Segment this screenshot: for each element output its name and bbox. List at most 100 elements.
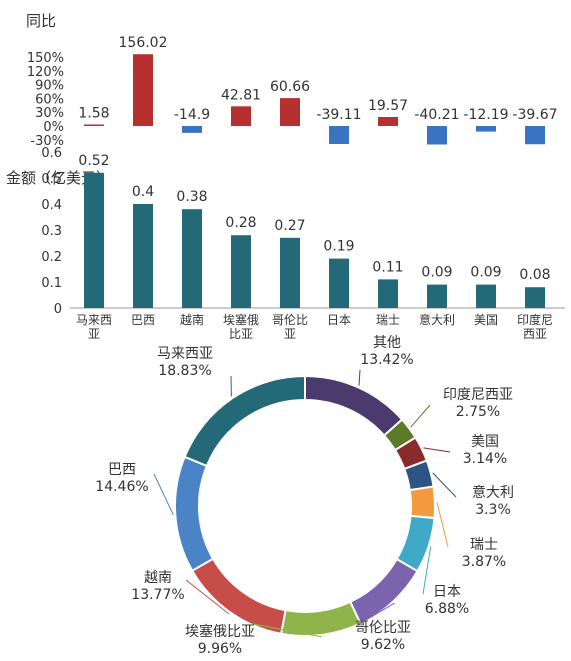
amount-x-tick-label: 亚 [284,327,296,341]
yoy-bar [182,126,202,133]
amount-x-tick-label: 日本 [327,313,351,327]
yoy-value-label: 156.02 [119,35,168,51]
donut-slice-label: 瑞士 [470,537,498,553]
yoy-value-label: 1.58 [78,106,109,122]
yoy-chart-title: 同比 [26,12,56,30]
yoy-value-label: 60.66 [270,79,310,95]
amount-x-tick-label: 意大利 [419,312,455,327]
yoy-y-tick-label: 0% [43,120,64,135]
donut-slice-label: 意大利 [472,484,514,501]
donut-slice-percent: 9.62% [361,637,405,653]
amount-bar [84,172,104,308]
amount-x-tick-label: 西亚 [523,327,547,341]
donut-slice-label: 巴西 [108,462,136,478]
amount-x-tick-label: 埃塞俄 [223,312,259,327]
donut-slice-label: 美国 [471,434,499,450]
amount-value-label: 0.28 [225,215,256,231]
yoy-bar [525,126,545,145]
amount-value-label: 0.19 [323,239,354,255]
donut-slice-label: 印度尼西亚 [443,387,513,403]
amount-value-label: 0.09 [421,265,452,281]
amount-y-tick-label: 0.3 [41,224,62,239]
donut-slice-percent: 9.96% [198,641,242,657]
donut-slice-percent: 13.77% [131,587,184,603]
donut-slice-label: 马来西亚 [157,346,213,362]
donut-leader-line [410,404,431,428]
yoy-bar [231,106,251,126]
donut-slice-percent: 3.3% [475,502,511,518]
amount-bar [378,279,398,308]
yoy-y-tick-label: 30% [35,106,64,121]
donut-slice-percent: 3.87% [462,554,506,570]
amount-value-label: 0.38 [176,189,207,205]
yoy-y-tick-label: 60% [35,92,64,107]
donut-slice-percent: 6.88% [425,601,469,617]
donut-leader-line [436,502,449,548]
yoy-y-tick-label: 90% [35,79,64,94]
donut-slice-percent: 13.42% [360,352,413,368]
amount-x-tick-label: 瑞士 [376,313,400,327]
donut-leader-line [423,447,451,453]
amount-value-label: 0.11 [372,259,403,275]
donut-slice-percent: 18.83% [158,363,211,379]
amount-bar [182,209,202,308]
amount-x-tick-label: 马来西 [76,313,112,327]
donut-leader-line [355,602,395,627]
donut-slice [279,600,362,637]
amount-bar [329,258,349,308]
donut-slice [304,374,404,437]
donut-slice-label: 越南 [144,570,172,586]
yoy-value-label: 19.57 [368,98,408,114]
yoy-value-label: -40.21 [414,107,459,123]
yoy-value-label: 42.81 [221,87,261,103]
donut-slice [408,485,436,520]
donut-slice-label: 日本 [433,584,461,600]
amount-bar [280,237,300,308]
yoy-value-label: -39.11 [316,107,361,123]
amount-bar [231,235,251,308]
amount-value-label: 0.52 [78,153,109,169]
yoy-bar [329,126,349,144]
amount-x-tick-label: 比亚 [229,327,253,341]
donut-slice-percent: 14.46% [95,479,148,495]
donut-slice [174,455,215,573]
yoy-value-label: -14.9 [174,107,210,123]
yoy-bar [378,116,398,126]
yoy-bar [427,126,447,145]
amount-value-label: 0.4 [132,184,154,200]
donut-leader-line [185,579,229,615]
amount-bar [427,284,447,308]
donut-slice-label: 哥伦比亚 [355,620,411,636]
amount-x-tick-label: 亚 [88,327,100,341]
yoy-y-tick-label: -30% [30,134,64,149]
amount-y-tick-label: 0 [54,302,62,317]
yoy-bar [476,126,496,132]
amount-x-tick-label: 哥伦比 [272,312,308,327]
yoy-value-label: -39.67 [512,107,557,123]
amount-x-tick-label: 美国 [474,313,498,327]
yoy-bar [133,54,153,126]
donut-slice [183,374,306,468]
donut-slice-percent: 2.75% [456,404,500,420]
amount-x-tick-label: 印度尼 [517,312,553,327]
amount-y-tick-label: 0.6 [41,146,62,161]
donut-slice-label: 埃塞俄比亚 [185,623,255,640]
donut-leader-line [422,546,432,595]
amount-bar [133,204,153,308]
yoy-y-tick-label: 150% [27,51,64,66]
amount-bar [525,287,545,308]
donut-slice-label: 其他 [373,335,401,351]
donut-slice [348,557,419,625]
amount-x-tick-label: 巴西 [131,313,155,327]
amount-x-tick-label: 越南 [180,312,204,327]
amount-y-tick-label: 0.2 [41,250,62,265]
amount-value-label: 0.08 [519,267,550,283]
yoy-bar [280,98,300,126]
donut-leader-line [153,473,174,515]
donut-leader-line [432,472,457,498]
yoy-value-label: -12.19 [463,107,508,123]
amount-value-label: 0.27 [274,218,305,234]
amount-y-tick-label: 0.5 [41,172,62,187]
yoy-bar [84,124,104,126]
yoy-y-tick-label: 120% [27,65,64,80]
